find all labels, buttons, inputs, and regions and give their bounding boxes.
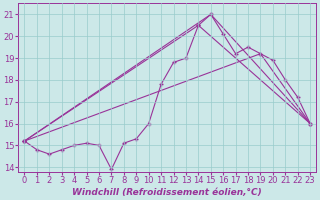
X-axis label: Windchill (Refroidissement éolien,°C): Windchill (Refroidissement éolien,°C) [72,188,262,197]
